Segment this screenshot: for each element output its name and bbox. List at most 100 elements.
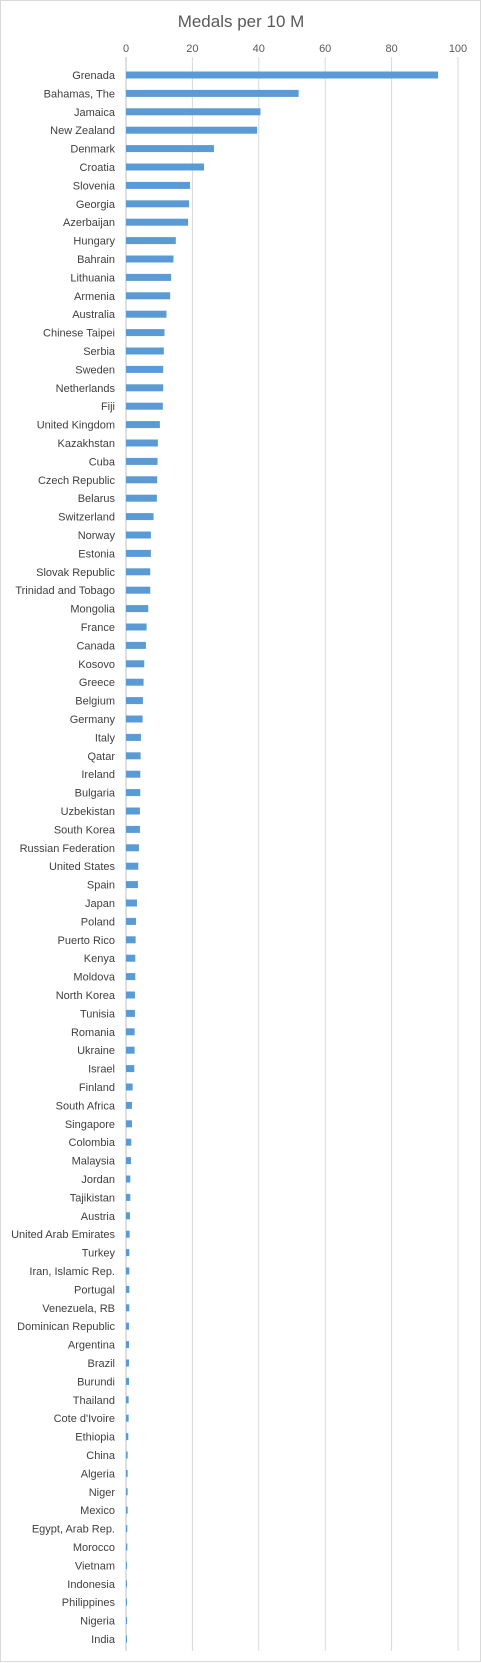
category-label: Cote d'Ivoire bbox=[54, 1413, 115, 1425]
x-tick-label: 40 bbox=[253, 43, 265, 55]
bar bbox=[126, 789, 141, 797]
bar bbox=[126, 1617, 127, 1625]
bar bbox=[126, 1433, 129, 1441]
bar bbox=[126, 1101, 132, 1109]
category-label: Greece bbox=[79, 677, 115, 689]
bar bbox=[126, 752, 141, 760]
bar bbox=[126, 1377, 129, 1385]
bar bbox=[126, 218, 189, 226]
bar bbox=[126, 568, 151, 576]
category-label: Jordan bbox=[81, 1174, 115, 1186]
gridlines bbox=[125, 57, 459, 1651]
bar bbox=[126, 1322, 129, 1330]
x-tick-label: 80 bbox=[385, 43, 397, 55]
category-label: Iran, Islamic Rep. bbox=[29, 1266, 115, 1278]
bar bbox=[126, 494, 157, 502]
bar bbox=[126, 71, 439, 79]
category-label: Tajikistan bbox=[70, 1192, 115, 1204]
bar bbox=[126, 641, 146, 649]
bar bbox=[126, 1157, 131, 1165]
bars bbox=[126, 71, 439, 1643]
bar bbox=[126, 1451, 128, 1459]
category-label: Jamaica bbox=[74, 107, 116, 119]
bar bbox=[126, 770, 141, 778]
bar bbox=[126, 347, 164, 355]
category-label: Japan bbox=[85, 898, 115, 910]
category-label: Malaysia bbox=[72, 1156, 116, 1168]
category-label: Georgia bbox=[76, 199, 116, 211]
category-label: Niger bbox=[89, 1487, 116, 1499]
bar bbox=[126, 108, 261, 116]
bar bbox=[126, 255, 174, 263]
category-label: South Korea bbox=[54, 824, 116, 836]
bar bbox=[126, 807, 140, 815]
bar bbox=[126, 1230, 130, 1238]
bar bbox=[126, 439, 158, 447]
category-label: Nigeria bbox=[80, 1616, 116, 1628]
category-label: Burundi bbox=[77, 1376, 115, 1388]
bar bbox=[126, 531, 151, 539]
bar bbox=[126, 697, 143, 705]
category-label: France bbox=[81, 622, 115, 634]
category-label: Croatia bbox=[80, 162, 116, 174]
bar bbox=[126, 1304, 130, 1312]
category-label: Dominican Republic bbox=[17, 1321, 115, 1333]
bar bbox=[126, 402, 163, 410]
category-label: Fiji bbox=[101, 401, 115, 413]
bar bbox=[126, 163, 205, 171]
bar bbox=[126, 825, 140, 833]
x-tick-label: 20 bbox=[186, 43, 198, 55]
bar bbox=[126, 1561, 127, 1569]
bar bbox=[126, 1267, 130, 1275]
bar bbox=[126, 678, 144, 686]
x-tick-label: 100 bbox=[449, 43, 467, 55]
bar bbox=[126, 1396, 129, 1404]
bar bbox=[126, 126, 258, 134]
bar bbox=[126, 1341, 129, 1349]
category-label: Belgium bbox=[75, 696, 115, 708]
category-label: Chinese Taipei bbox=[43, 328, 115, 340]
bar bbox=[126, 862, 139, 870]
bar bbox=[126, 513, 154, 521]
category-label: Germany bbox=[70, 714, 116, 726]
category-label: Armenia bbox=[74, 291, 116, 303]
bar bbox=[126, 973, 136, 981]
category-label: Portugal bbox=[74, 1284, 115, 1296]
category-label: Slovenia bbox=[73, 180, 116, 192]
category-label: India bbox=[91, 1634, 116, 1646]
category-label: Russian Federation bbox=[20, 843, 115, 855]
category-label: Czech Republic bbox=[38, 475, 116, 487]
bar bbox=[126, 1506, 128, 1514]
bar bbox=[126, 237, 176, 245]
bar bbox=[126, 1525, 128, 1533]
bar bbox=[126, 1580, 127, 1588]
bar bbox=[126, 936, 136, 944]
category-label: Austria bbox=[81, 1211, 116, 1223]
bar bbox=[126, 1285, 130, 1293]
category-label: Philippines bbox=[62, 1597, 116, 1609]
x-tick-label: 60 bbox=[319, 43, 331, 55]
bar bbox=[126, 476, 158, 484]
category-label: Uzbekistan bbox=[61, 806, 115, 818]
category-label: Bulgaria bbox=[75, 788, 116, 800]
bar bbox=[126, 310, 167, 318]
bar bbox=[126, 1193, 131, 1201]
bar bbox=[126, 365, 164, 373]
category-label: Indonesia bbox=[67, 1579, 116, 1591]
category-label: Belarus bbox=[78, 493, 116, 505]
category-label: Cuba bbox=[89, 456, 116, 468]
bar bbox=[126, 715, 143, 723]
category-label: Morocco bbox=[73, 1542, 115, 1554]
category-label: Thailand bbox=[73, 1395, 115, 1407]
category-label: North Korea bbox=[56, 990, 116, 1002]
category-label: Trinidad and Tobago bbox=[15, 585, 115, 597]
category-label: Israel bbox=[88, 1064, 115, 1076]
category-label: Kenya bbox=[84, 953, 116, 965]
category-label: Argentina bbox=[68, 1340, 116, 1352]
bar bbox=[126, 660, 145, 668]
category-label: Spain bbox=[87, 880, 115, 892]
bar bbox=[126, 1635, 127, 1643]
category-label: Ukraine bbox=[77, 1045, 115, 1057]
category-label: United Arab Emirates bbox=[11, 1229, 115, 1241]
